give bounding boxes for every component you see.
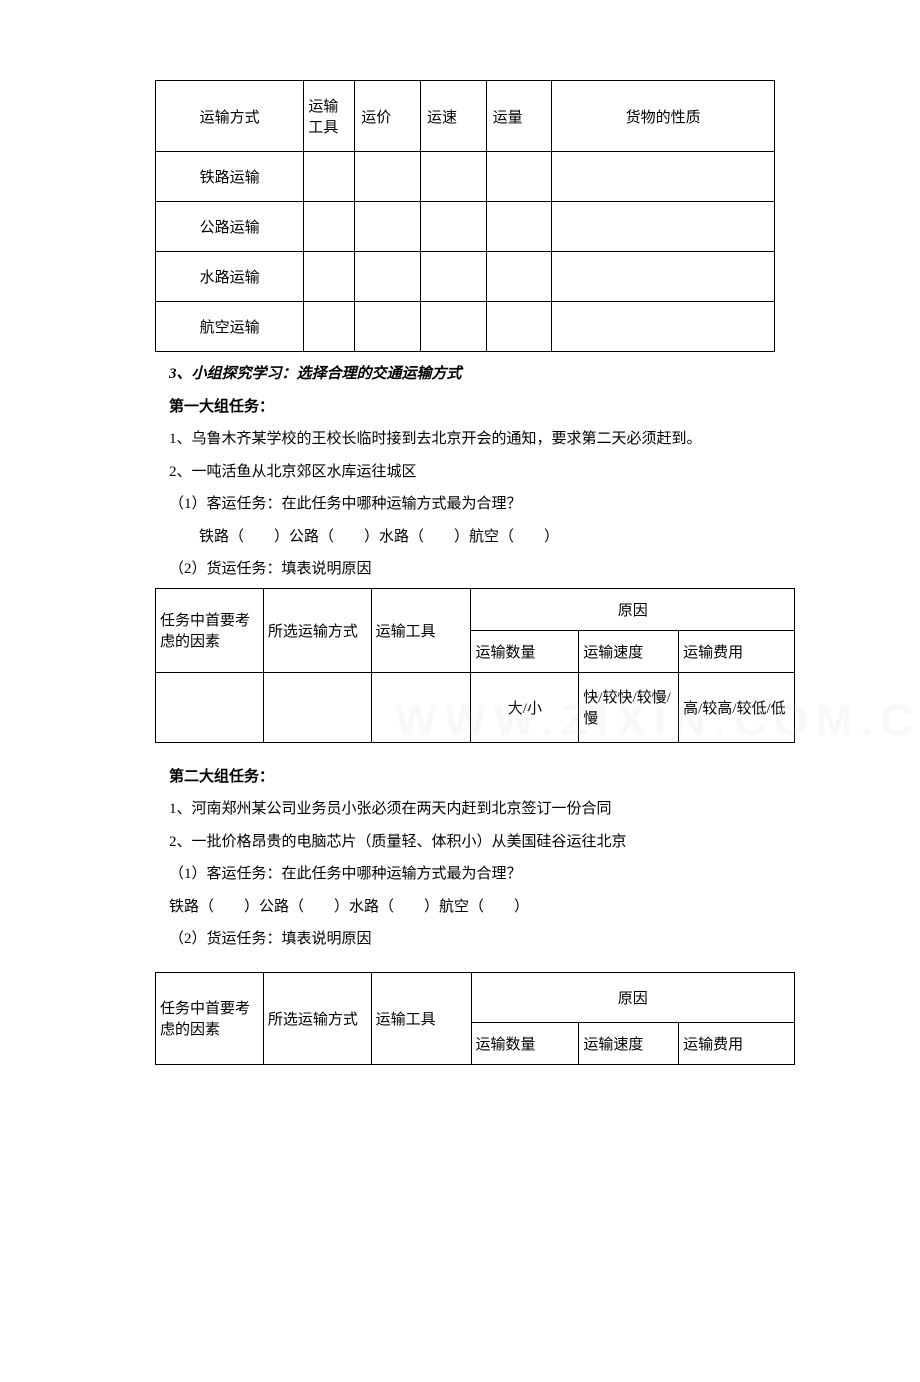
transport-modes-table: 运输方式 运输工具 运价 运速 运量 货物的性质 铁路运输 公路运输 水路运输 … (155, 80, 775, 352)
header-price: 运价 (355, 81, 421, 152)
cell-speed-value: 快/较快/较慢/慢 (579, 672, 679, 742)
cell-empty (420, 302, 486, 352)
group1-title: 第一大组任务： (155, 393, 790, 422)
cell-empty (304, 302, 355, 352)
group2-item1: 1、河南郑州某公司业务员小张必须在两天内赶到北京签订一份合同 (155, 795, 790, 824)
group1-q1: （1）客运任务：在此任务中哪种运输方式最为合理？ (155, 490, 790, 519)
cell-empty (156, 672, 264, 742)
cell-empty (304, 152, 355, 202)
cell-empty (486, 202, 552, 252)
group1-q2: （2）货运任务：填表说明原因 (155, 555, 790, 584)
table-row: 铁路运输 (156, 152, 775, 202)
cell-empty (486, 302, 552, 352)
table-row: 公路运输 (156, 202, 775, 252)
header-method: 所选运输方式 (263, 972, 371, 1064)
header-factor: 任务中首要考虑的因素 (156, 972, 264, 1064)
header-volume: 运量 (486, 81, 552, 152)
cell-rail: 铁路运输 (156, 152, 304, 202)
cell-empty (355, 152, 421, 202)
table-row: 大/小 快/较快/较慢/慢 高/较高/较低/低 (156, 672, 795, 742)
table-header-row: 运输方式 运输工具 运价 运速 运量 货物的性质 (156, 81, 775, 152)
header-nature: 货物的性质 (552, 81, 775, 152)
group2-choices: 铁路（ ）公路（ ）水路（ ）航空（ ） (155, 893, 790, 922)
cell-empty (420, 152, 486, 202)
header-qty: 运输数量 (471, 630, 579, 672)
group1-choices: 铁路（ ）公路（ ）水路（ ）航空（ ） (155, 523, 790, 552)
cell-empty (420, 252, 486, 302)
header-speed: 运输速度 (579, 630, 679, 672)
header-tool: 运输工具 (304, 81, 355, 152)
cell-cost-value: 高/较高/较低/低 (679, 672, 795, 742)
cell-empty (486, 152, 552, 202)
cell-empty (420, 202, 486, 252)
cell-empty (552, 202, 775, 252)
cell-empty (371, 672, 471, 742)
cell-empty (355, 202, 421, 252)
group2-title: 第二大组任务： (155, 763, 790, 792)
header-tool: 运输工具 (371, 972, 471, 1064)
header-mode: 运输方式 (156, 81, 304, 152)
header-reason: 原因 (471, 972, 795, 1022)
table-row: 水路运输 (156, 252, 775, 302)
table-row: 航空运输 (156, 302, 775, 352)
header-speed: 运速 (420, 81, 486, 152)
cell-water: 水路运输 (156, 252, 304, 302)
header-speed: 运输速度 (579, 1022, 679, 1064)
cell-empty (552, 152, 775, 202)
group2-item2: 2、一批价格昂贵的电脑芯片（质量轻、体积小）从美国硅谷运往北京 (155, 828, 790, 857)
cell-empty (552, 252, 775, 302)
header-qty: 运输数量 (471, 1022, 579, 1064)
page: WWW.ZIXIN.COM.CN 运输方式 运输工具 运价 运速 运量 货物的性… (155, 80, 790, 1065)
group1-answer-table: 任务中首要考虑的因素 所选运输方式 运输工具 原因 运输数量 运输速度 运输费用… (155, 588, 795, 743)
cell-air: 航空运输 (156, 302, 304, 352)
cell-empty (304, 252, 355, 302)
cell-qty-value: 大/小 (471, 672, 579, 742)
cell-road: 公路运输 (156, 202, 304, 252)
cell-empty (263, 672, 371, 742)
cell-empty (552, 302, 775, 352)
group1-item1: 1、乌鲁木齐某学校的王校长临时接到去北京开会的通知，要求第二天必须赶到。 (155, 425, 790, 454)
table-header-row: 任务中首要考虑的因素 所选运输方式 运输工具 原因 (156, 972, 795, 1022)
section-heading: 3、小组探究学习：选择合理的交通运输方式 (155, 360, 790, 389)
header-factor: 任务中首要考虑的因素 (156, 588, 264, 672)
group1-item2: 2、一吨活鱼从北京郊区水库运往城区 (155, 458, 790, 487)
cell-empty (355, 302, 421, 352)
cell-empty (355, 252, 421, 302)
group2-answer-table: 任务中首要考虑的因素 所选运输方式 运输工具 原因 运输数量 运输速度 运输费用 (155, 972, 795, 1065)
cell-empty (304, 202, 355, 252)
group2-q1: （1）客运任务：在此任务中哪种运输方式最为合理？ (155, 860, 790, 889)
header-cost: 运输费用 (679, 630, 795, 672)
header-cost: 运输费用 (679, 1022, 795, 1064)
header-tool: 运输工具 (371, 588, 471, 672)
cell-empty (486, 252, 552, 302)
header-reason: 原因 (471, 588, 795, 630)
table-header-row: 任务中首要考虑的因素 所选运输方式 运输工具 原因 (156, 588, 795, 630)
group2-q2: （2）货运任务：填表说明原因 (155, 925, 790, 954)
header-method: 所选运输方式 (263, 588, 371, 672)
